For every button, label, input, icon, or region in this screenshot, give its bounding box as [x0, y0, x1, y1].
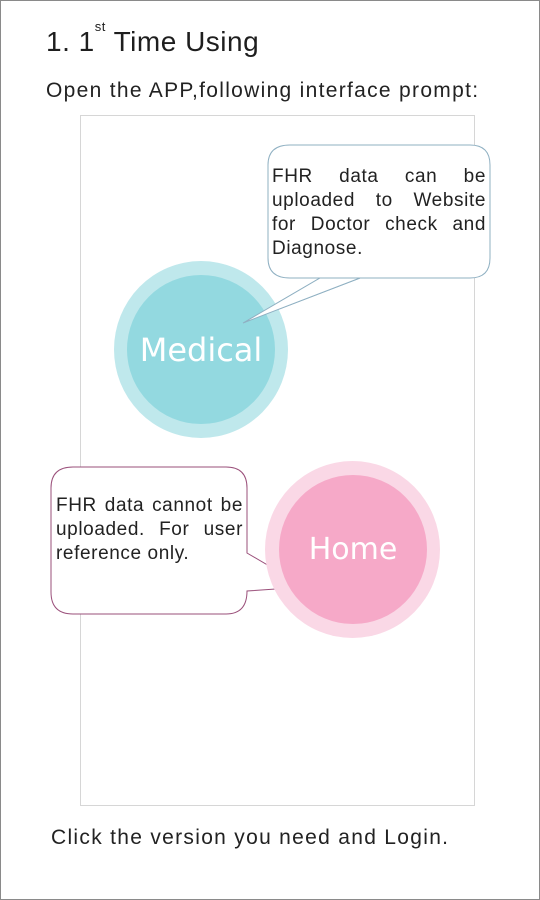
medical-callout-text: FHR data can be uploaded to Website for … [272, 165, 486, 261]
medical-callout-tail [243, 278, 360, 323]
home-callout-text: FHR data cannot be uploaded. For user re… [56, 494, 243, 566]
footer-instruction: Click the version you need and Login. [51, 826, 449, 850]
